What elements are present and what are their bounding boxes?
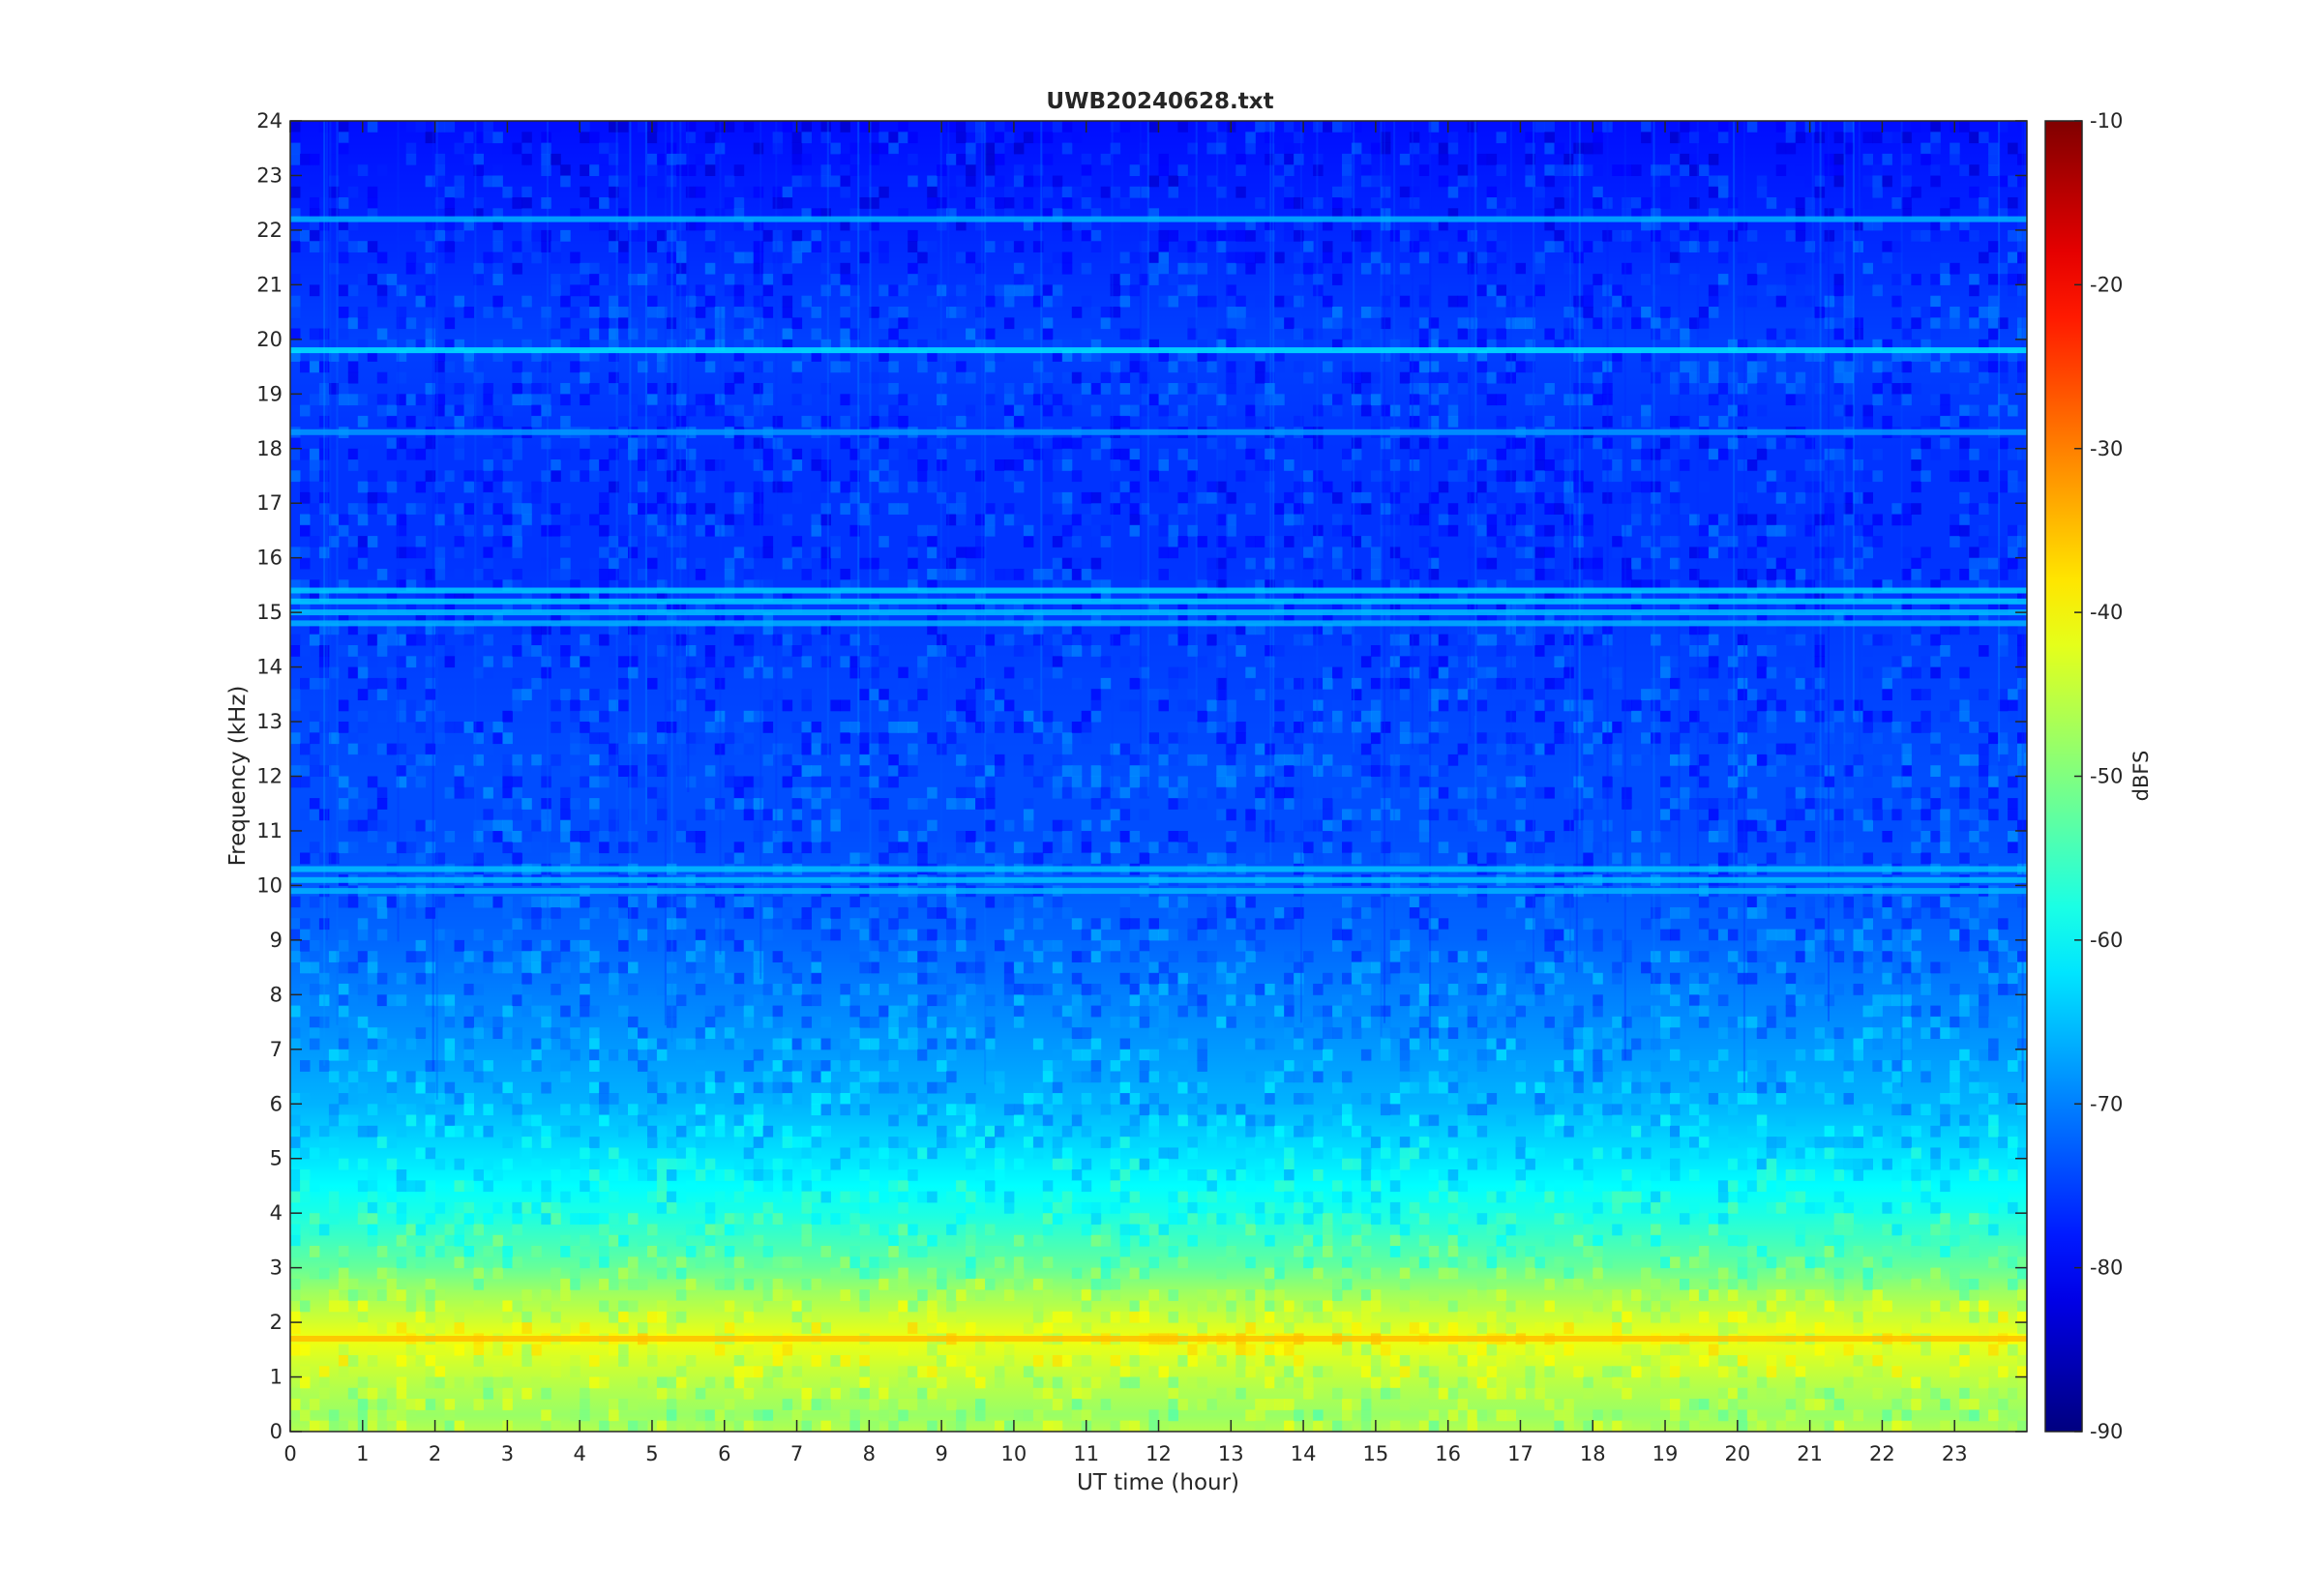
y-tick-label: 9: [270, 929, 283, 952]
x-tick-label: 12: [1146, 1442, 1172, 1465]
y-tick-label: 14: [256, 656, 283, 679]
x-tick-label: 10: [1001, 1442, 1027, 1465]
y-tick-label: 2: [270, 1311, 283, 1334]
x-tick-label: 16: [1435, 1442, 1461, 1465]
y-tick-label: 15: [256, 601, 283, 624]
y-tick-label: 6: [270, 1092, 283, 1115]
x-tick-label: 15: [1363, 1442, 1389, 1465]
persistent-line: [290, 347, 2027, 354]
x-tick-label: 9: [935, 1442, 947, 1465]
x-tick-label: 5: [645, 1442, 658, 1465]
y-tick-label: 4: [270, 1201, 283, 1225]
x-tick-label: 19: [1652, 1442, 1679, 1465]
persistent-line: [290, 587, 2027, 594]
y-tick-label: 18: [256, 437, 283, 460]
persistent-line: [290, 609, 2027, 616]
persistent-line: [290, 1336, 2027, 1342]
colorbar-tick-label: -80: [2090, 1256, 2123, 1280]
y-tick-label: 24: [256, 109, 283, 133]
persistent-line: [290, 866, 2027, 872]
y-tick-label: 13: [256, 710, 283, 733]
y-tick-label: 23: [256, 163, 283, 187]
y-tick-label: 20: [256, 328, 283, 351]
x-tick-label: 1: [356, 1442, 369, 1465]
x-tick-label: 6: [718, 1442, 730, 1465]
x-tick-label: 7: [790, 1442, 803, 1465]
colorbar-tick-label: -70: [2090, 1092, 2123, 1115]
colorbar-tick-label: -90: [2090, 1420, 2123, 1443]
colorbar-tick-label: -50: [2090, 765, 2123, 788]
y-tick-label: 3: [270, 1256, 283, 1280]
persistent-line: [290, 216, 2027, 222]
colorbar-tick-label: -30: [2090, 437, 2123, 460]
y-tick-label: 22: [256, 219, 283, 242]
x-tick-label: 11: [1073, 1442, 1099, 1465]
y-tick-label: 11: [256, 819, 283, 842]
x-tick-label: 20: [1724, 1442, 1750, 1465]
y-tick-label: 8: [270, 983, 283, 1006]
spectrogram-heatmap: [290, 121, 2028, 1433]
persistent-lines: [290, 216, 2027, 1342]
x-axis-ticks: 0 1 2 3 4 5 6 7 8 9 10 11 12 13 14 15 16 17 18 19 20 21 22 23: [283, 121, 1968, 1465]
persistent-line: [290, 876, 2027, 883]
persistent-line: [290, 620, 2027, 627]
x-tick-label: 4: [573, 1442, 585, 1465]
y-tick-label: 16: [256, 547, 283, 570]
chart-title: UWB20240628.txt: [1046, 89, 1273, 114]
x-tick-label: 22: [1869, 1442, 1895, 1465]
colorbar-tick-label: -40: [2090, 601, 2123, 624]
x-tick-label: 17: [1507, 1442, 1533, 1465]
persistent-line: [290, 598, 2027, 605]
x-axis-label: UT time (hour): [1077, 1470, 1239, 1495]
y-tick-label: 1: [270, 1366, 283, 1389]
y-tick-label: 0: [270, 1420, 283, 1443]
x-tick-label: 13: [1218, 1442, 1244, 1465]
y-tick-label: 19: [256, 382, 283, 405]
x-tick-label: 3: [501, 1442, 514, 1465]
colorbar-tick-label: -20: [2090, 273, 2123, 296]
x-tick-label: 8: [863, 1442, 876, 1465]
y-tick-label: 21: [256, 273, 283, 296]
y-tick-label: 12: [256, 765, 283, 788]
y-tick-label: 17: [256, 491, 283, 515]
persistent-line: [290, 888, 2027, 895]
y-tick-label: 10: [256, 873, 283, 897]
x-tick-label: 2: [429, 1442, 441, 1465]
colorbar-tick-label: -10: [2090, 109, 2123, 133]
persistent-line: [290, 429, 2027, 435]
colorbar-label: dBFS: [2129, 751, 2153, 802]
x-tick-label: 0: [283, 1442, 296, 1465]
colorbar-tick-label: -60: [2090, 929, 2123, 952]
y-tick-label: 7: [270, 1038, 283, 1061]
x-tick-label: 14: [1291, 1442, 1317, 1465]
x-tick-label: 23: [1942, 1442, 1968, 1465]
y-tick-label: 5: [270, 1147, 283, 1170]
colorbar-ticks: -10 -20 -30 -40 -50 -60 -70 -80 -90: [2074, 109, 2123, 1443]
x-tick-label: 21: [1797, 1442, 1823, 1465]
x-tick-label: 18: [1580, 1442, 1606, 1465]
y-axis-label: Frequency (kHz): [225, 686, 251, 867]
